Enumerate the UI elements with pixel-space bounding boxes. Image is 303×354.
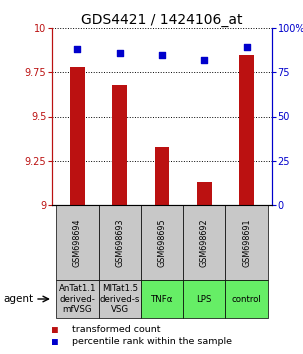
Text: ■: ■ <box>52 337 64 347</box>
Bar <box>155 147 169 205</box>
Text: GSM698692: GSM698692 <box>200 218 209 267</box>
Bar <box>141 205 183 280</box>
Text: agent: agent <box>3 294 33 304</box>
Text: ■: ■ <box>52 325 64 335</box>
Text: GSM698691: GSM698691 <box>242 218 251 267</box>
Bar <box>239 55 254 205</box>
Bar <box>56 205 98 280</box>
Text: GSM698693: GSM698693 <box>115 218 124 267</box>
Text: transformed count: transformed count <box>72 325 160 335</box>
Bar <box>98 280 141 318</box>
Bar <box>112 85 127 205</box>
Text: AnTat1.1
derived-
mfVSG: AnTat1.1 derived- mfVSG <box>59 284 96 314</box>
Point <box>244 45 249 50</box>
Point <box>160 52 165 57</box>
Text: GSM698694: GSM698694 <box>73 218 82 267</box>
Text: percentile rank within the sample: percentile rank within the sample <box>72 337 232 347</box>
Text: control: control <box>232 295 261 303</box>
Point <box>75 46 80 52</box>
Text: TNFα: TNFα <box>151 295 173 303</box>
Bar <box>225 205 268 280</box>
Text: GSM698695: GSM698695 <box>158 218 167 267</box>
Bar <box>225 280 268 318</box>
Bar <box>98 205 141 280</box>
Point <box>117 50 122 56</box>
Bar <box>183 205 225 280</box>
Bar <box>56 280 98 318</box>
Text: LPS: LPS <box>197 295 212 303</box>
Bar <box>183 280 225 318</box>
Bar <box>70 67 85 205</box>
Title: GDS4421 / 1424106_at: GDS4421 / 1424106_at <box>81 13 243 27</box>
Point <box>202 57 207 63</box>
Text: MITat1.5
derived-s
VSG: MITat1.5 derived-s VSG <box>99 284 140 314</box>
Bar <box>197 182 212 205</box>
Bar <box>141 280 183 318</box>
